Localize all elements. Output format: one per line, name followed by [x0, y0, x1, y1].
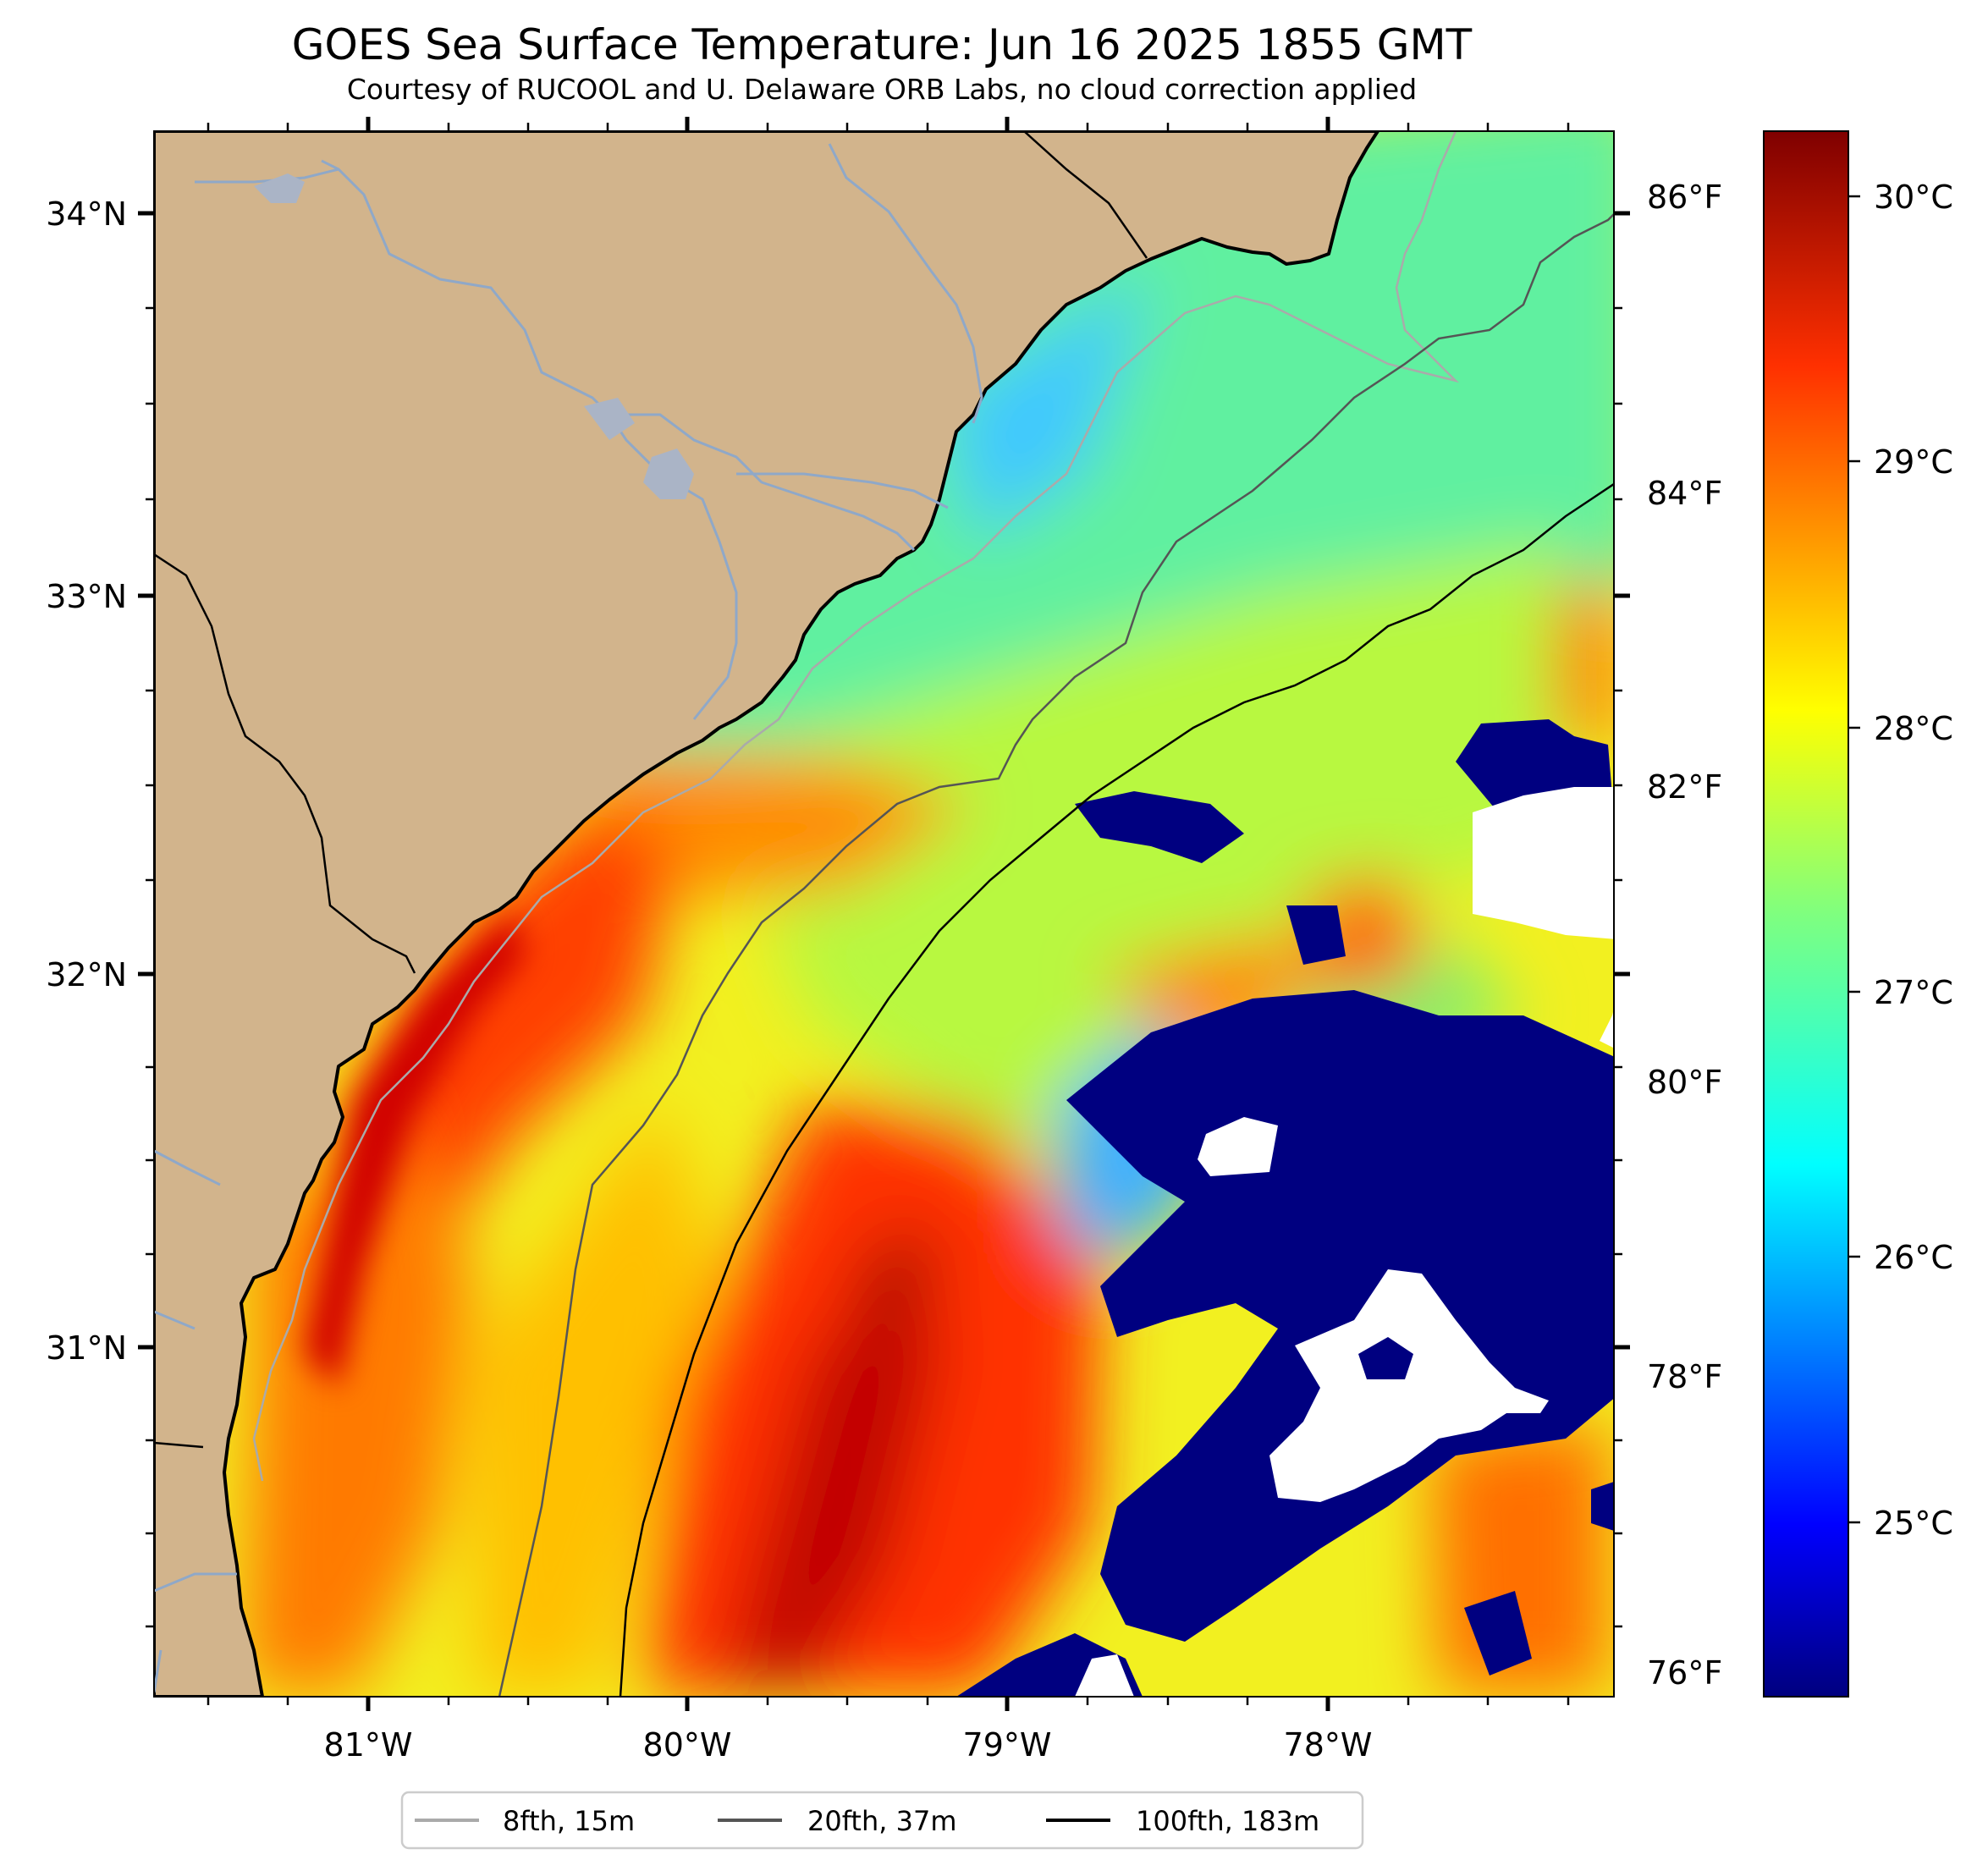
no-data-areas [1075, 787, 1614, 1697]
lat-tick-label: 31°N [46, 1329, 127, 1367]
legend-box [400, 1791, 1364, 1850]
lon-tick-labels: 81°W 80°W 79°W 78°W [324, 1726, 1373, 1764]
contour-20fth [498, 212, 1614, 1697]
nearshore-warm-band [305, 914, 525, 1388]
fahrenheit-tick-labels: 86°F 84°F 82°F 80°F 78°F 76°F [1647, 179, 1722, 1692]
legend-label: 100fth, 183m [1136, 1805, 1319, 1837]
lon-tick-label: 80°W [643, 1726, 732, 1764]
chart-title: GOES Sea Surface Temperature: Jun 16 202… [292, 20, 1473, 69]
state-boundaries [154, 131, 1148, 1449]
colorbar-tick-label: 29°C [1874, 443, 1953, 481]
legend-label: 20fth, 37m [807, 1805, 956, 1837]
f-tick-label: 84°F [1647, 475, 1722, 512]
colorbar-tick-label: 28°C [1874, 710, 1953, 747]
colorbar-gradient [1763, 130, 1849, 1698]
chart-subtitle: Courtesy of RUCOOL and U. Delaware ORB L… [347, 73, 1417, 106]
map-frame [153, 130, 1615, 1698]
lon-tick-label: 78°W [1284, 1726, 1373, 1764]
f-tick-label: 80°F [1647, 1064, 1722, 1101]
colorbar-tick-label: 30°C [1874, 179, 1953, 216]
contour-8fth [252, 131, 1460, 1482]
lat-tick-label: 34°N [46, 195, 127, 233]
contour-100fth [619, 482, 1614, 1697]
lat-tick-label: 33°N [46, 578, 127, 615]
colorbar: 30°C 29°C 28°C 27°C 26°C 25°C [1763, 130, 1953, 1698]
colorbar-tick-label: 25°C [1874, 1505, 1953, 1542]
lon-tick-label: 79°W [963, 1726, 1052, 1764]
rivers [154, 143, 983, 1693]
sst-field [245, 131, 1614, 1692]
lon-tick-label: 81°W [324, 1726, 413, 1764]
colorbar-tick-label: 26°C [1874, 1239, 1953, 1276]
axis-ticks [138, 117, 1630, 1711]
f-tick-label: 86°F [1647, 179, 1722, 216]
colorbar-tick-label: 27°C [1874, 974, 1953, 1011]
sst-map [154, 131, 1614, 1697]
f-tick-label: 82°F [1647, 768, 1722, 806]
land-area [154, 131, 1379, 1697]
bathymetry-contours [252, 131, 1614, 1697]
cloud-mask-inner [1358, 1337, 1413, 1379]
lat-tick-labels: 34°N 33°N 32°N 31°N [46, 195, 127, 1367]
lakes [254, 173, 694, 499]
legend: 8fth, 15m 20fth, 37m 100fth, 183m [400, 1791, 1364, 1850]
legend-label: 8fth, 15m [503, 1805, 635, 1837]
lat-tick-label: 32°N [46, 956, 127, 993]
f-tick-label: 76°F [1647, 1654, 1722, 1692]
f-tick-label: 78°F [1647, 1358, 1722, 1395]
